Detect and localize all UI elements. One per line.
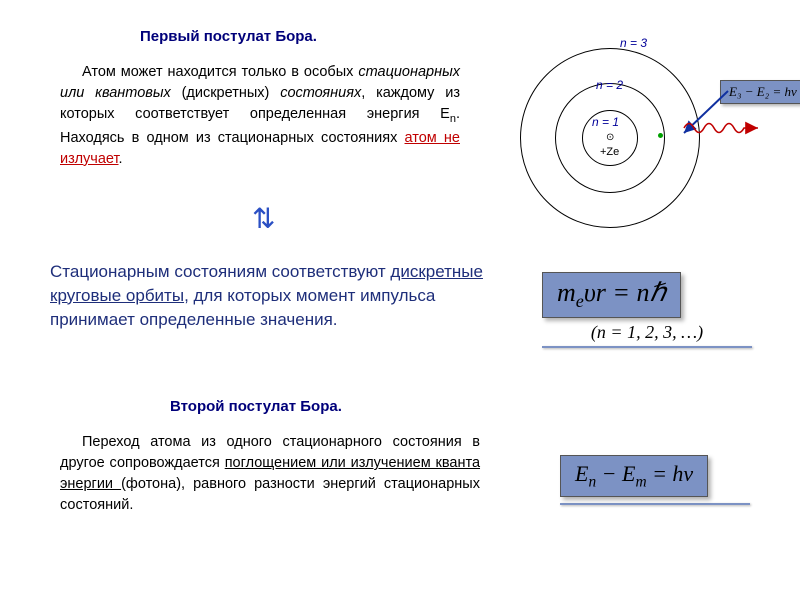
heading-first-postulate: Первый постулат Бора. (140, 28, 317, 45)
photon-wave-icon (680, 113, 770, 143)
p1-text-e: . (119, 151, 123, 167)
double-arrow-icon: ⇅ (252, 210, 275, 228)
electron-dot (658, 133, 663, 138)
equation-quantization-box: meυr = nℏ (542, 272, 681, 318)
equation-photon-energy: En − Em = hν (560, 455, 760, 505)
orbit-label-n3: n = 3 (620, 36, 647, 50)
p2-text-a: Стационарным состояниям соответствуют (50, 262, 390, 281)
equation-photon-energy-box: En − Em = hν (560, 455, 708, 497)
orbit-label-n2: n = 2 (596, 78, 623, 92)
underline-bar-1 (542, 346, 752, 348)
nucleus-label: +Ze (600, 146, 619, 158)
equation-quantization: meυr = nℏ (n = 1, 2, 3, …) (542, 272, 752, 348)
paragraph-postulate-1: Атом может находится только в особых ста… (60, 62, 460, 170)
orbit-label-n1: n = 1 (592, 115, 619, 129)
nucleus-icon (606, 134, 614, 142)
paragraph-postulate-2: Переход атома из одного стационарного со… (60, 432, 480, 516)
p1-text-a: Атом может находится только в особых (82, 64, 358, 80)
heading-second-postulate: Второй постулат Бора. (170, 398, 342, 415)
p3-text-b: (фотона), равного разности энергий стаци… (60, 476, 480, 513)
slide: Первый постулат Бора. Атом может находит… (0, 0, 800, 600)
underline-bar-2 (560, 503, 750, 505)
p1-text-b: (дискретных) (182, 85, 281, 101)
p1-italic-b: состояниях (280, 85, 361, 101)
bohr-atom-diagram: +Ze n = 3 n = 2 n = 1 E₃ − E₂ = hν (500, 28, 780, 238)
paragraph-orbits: Стационарным состояниям соответствуют ди… (50, 260, 490, 331)
equation-quantization-caption: (n = 1, 2, 3, …) (542, 322, 752, 343)
